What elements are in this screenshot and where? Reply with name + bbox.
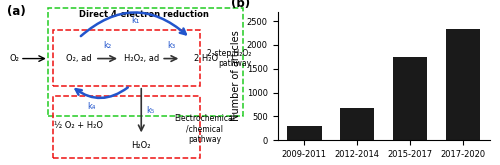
Bar — [446, 29, 480, 140]
Text: k₁: k₁ — [131, 16, 139, 25]
Bar — [287, 126, 322, 140]
Bar — [340, 108, 374, 140]
Text: k₅: k₅ — [146, 106, 154, 115]
Bar — [393, 57, 428, 140]
Text: H₂O₂: H₂O₂ — [132, 141, 151, 150]
Y-axis label: Number of articles: Number of articles — [231, 31, 241, 121]
Text: O₂: O₂ — [10, 54, 20, 63]
Text: (a): (a) — [8, 5, 26, 18]
Text: Direct 4-electron reduction: Direct 4-electron reduction — [79, 10, 208, 19]
Text: H₂O₂, ad: H₂O₂, ad — [124, 54, 159, 63]
Text: (b): (b) — [231, 0, 250, 10]
Text: Electrochemical
/chemical
pathway: Electrochemical /chemical pathway — [174, 114, 236, 144]
Text: k₂: k₂ — [104, 41, 112, 50]
Text: ½ O₂ + H₂O: ½ O₂ + H₂O — [54, 121, 104, 130]
Text: O₂, ad: O₂, ad — [66, 54, 92, 63]
Text: k₃: k₃ — [167, 41, 175, 50]
Text: 2-step H₂O₂
pathway: 2-step H₂O₂ pathway — [207, 49, 252, 68]
Text: k₄: k₄ — [87, 102, 96, 111]
Text: 2 H₂O: 2 H₂O — [194, 54, 218, 63]
